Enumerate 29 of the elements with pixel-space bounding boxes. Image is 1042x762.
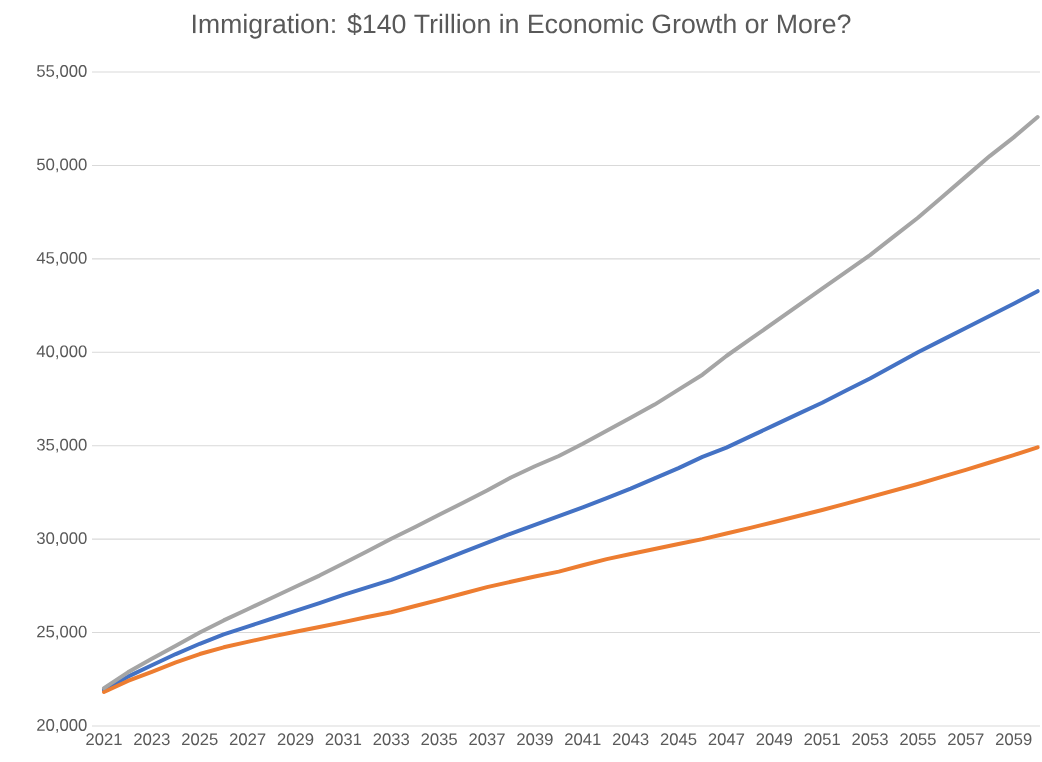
y-tick-label: 50,000	[36, 158, 87, 173]
x-tick-label: 2023	[134, 733, 170, 746]
y-tick-label: 25,000	[37, 625, 87, 640]
x-tick-label: 2021	[86, 733, 122, 746]
x-tick-label: 2045	[660, 733, 697, 746]
x-tick-label: 2031	[325, 733, 362, 746]
y-tick-label: 30,000	[36, 532, 87, 547]
y-tick-label: 40,000	[36, 345, 87, 360]
x-tick-label: 2037	[469, 733, 505, 746]
y-tick-label: 45,000	[36, 251, 87, 266]
x-tick-label: 2027	[229, 733, 266, 746]
x-tick-label: 2055	[900, 733, 936, 746]
x-tick-label: 2039	[517, 733, 553, 746]
x-tick-label: 2057	[948, 733, 984, 746]
x-tick-label: 2049	[756, 733, 793, 746]
y-tick-label: 35,000	[36, 438, 87, 453]
x-tick-label: 2053	[852, 733, 888, 746]
x-tick-label: 2047	[708, 733, 745, 746]
x-tick-label: 2041	[565, 733, 601, 746]
y-tick-label: 55,000	[36, 65, 87, 79]
x-tick-label: 2043	[612, 733, 649, 746]
x-tick-label: 2059	[995, 733, 1032, 746]
x-tick-label: 2029	[277, 733, 314, 746]
y-tick-label: 20,000	[37, 719, 87, 733]
x-tick-label: 2033	[373, 733, 410, 746]
x-tick-label: 2025	[182, 733, 218, 746]
x-tick-label: 2051	[804, 733, 840, 746]
x-tick-label: 2035	[421, 733, 457, 746]
chart-title: Immigration: $140 Trillion in Economic Growth or More?	[192, 13, 851, 39]
